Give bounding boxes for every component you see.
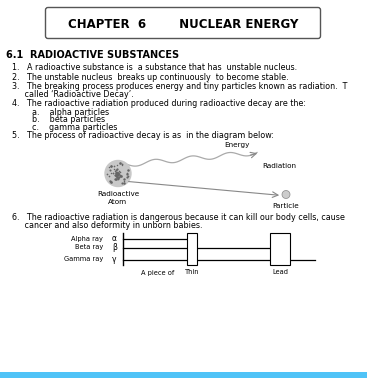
Text: Lead: Lead <box>272 270 288 276</box>
Bar <box>187 232 197 265</box>
Text: b.    beta particles: b. beta particles <box>12 116 105 124</box>
Text: 2.   The unstable nucleus  breaks up continuously  to become stable.: 2. The unstable nucleus breaks up contin… <box>12 73 288 82</box>
Text: 4.   The radioactive radiation produced during radioactive decay are the:: 4. The radioactive radiation produced du… <box>12 99 306 108</box>
Text: c.    gamma particles: c. gamma particles <box>12 123 117 132</box>
Bar <box>270 232 290 265</box>
Text: Gamma ray: Gamma ray <box>64 257 103 262</box>
Text: 1.   A radioactive substance is  a substance that has  unstable nucleus.: 1. A radioactive substance is a substanc… <box>12 63 297 72</box>
Text: Particle: Particle <box>273 203 299 209</box>
Text: Atom: Atom <box>108 200 128 206</box>
Text: 6.1  RADIOACTIVE SUBSTANCES: 6.1 RADIOACTIVE SUBSTANCES <box>6 50 179 60</box>
Text: cancer and also deformity in unborn babies.: cancer and also deformity in unborn babi… <box>12 220 203 229</box>
Text: 5.   The process of radioactive decay is as  in the diagram below:: 5. The process of radioactive decay is a… <box>12 132 274 141</box>
Text: A piece of: A piece of <box>141 270 174 276</box>
Text: called ‘Radioactive Decay’.: called ‘Radioactive Decay’. <box>12 90 134 99</box>
Circle shape <box>282 191 290 198</box>
Circle shape <box>105 161 131 186</box>
Text: γ: γ <box>112 255 116 264</box>
Text: Radiation: Radiation <box>262 163 296 169</box>
Text: CHAPTER  6        NUCLEAR ENERGY: CHAPTER 6 NUCLEAR ENERGY <box>68 17 298 31</box>
Bar <box>0 372 367 378</box>
Text: 6.   The radioactive radiation is dangerous because it can kill our body cells, : 6. The radioactive radiation is dangerou… <box>12 212 345 222</box>
Text: Thin: Thin <box>185 270 199 276</box>
Text: α: α <box>112 234 117 243</box>
Text: Beta ray: Beta ray <box>75 245 103 251</box>
Text: Radioactive: Radioactive <box>97 192 139 197</box>
FancyBboxPatch shape <box>46 8 320 39</box>
Text: a.    alpha particles: a. alpha particles <box>12 108 109 117</box>
Text: β: β <box>112 243 117 252</box>
Text: Alpha ray: Alpha ray <box>71 235 103 242</box>
Text: Energy: Energy <box>224 143 250 149</box>
Text: 3.   The breaking process produces energy and tiny particles known as radiation.: 3. The breaking process produces energy … <box>12 82 348 91</box>
